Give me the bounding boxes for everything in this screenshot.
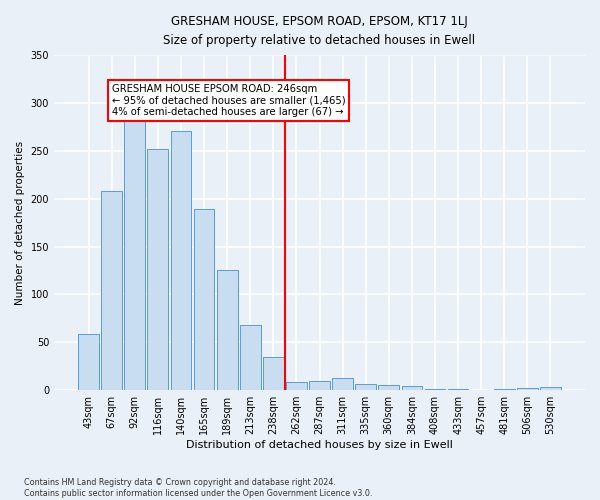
Bar bbox=[540, 388, 561, 390]
Bar bbox=[309, 380, 330, 390]
Bar bbox=[240, 325, 260, 390]
Bar bbox=[263, 356, 284, 390]
Bar bbox=[517, 388, 538, 390]
Bar bbox=[78, 334, 99, 390]
Bar bbox=[379, 386, 399, 390]
Bar bbox=[401, 386, 422, 390]
Bar bbox=[124, 120, 145, 390]
X-axis label: Distribution of detached houses by size in Ewell: Distribution of detached houses by size … bbox=[186, 440, 453, 450]
Bar bbox=[286, 382, 307, 390]
Y-axis label: Number of detached properties: Number of detached properties bbox=[15, 140, 25, 304]
Bar bbox=[148, 149, 168, 390]
Title: GRESHAM HOUSE, EPSOM ROAD, EPSOM, KT17 1LJ
Size of property relative to detached: GRESHAM HOUSE, EPSOM ROAD, EPSOM, KT17 1… bbox=[163, 15, 476, 47]
Bar bbox=[332, 378, 353, 390]
Bar bbox=[194, 210, 214, 390]
Text: Contains HM Land Registry data © Crown copyright and database right 2024.
Contai: Contains HM Land Registry data © Crown c… bbox=[24, 478, 373, 498]
Bar bbox=[170, 130, 191, 390]
Text: GRESHAM HOUSE EPSOM ROAD: 246sqm
← 95% of detached houses are smaller (1,465)
4%: GRESHAM HOUSE EPSOM ROAD: 246sqm ← 95% o… bbox=[112, 84, 345, 117]
Bar bbox=[355, 384, 376, 390]
Bar bbox=[101, 191, 122, 390]
Bar bbox=[217, 270, 238, 390]
